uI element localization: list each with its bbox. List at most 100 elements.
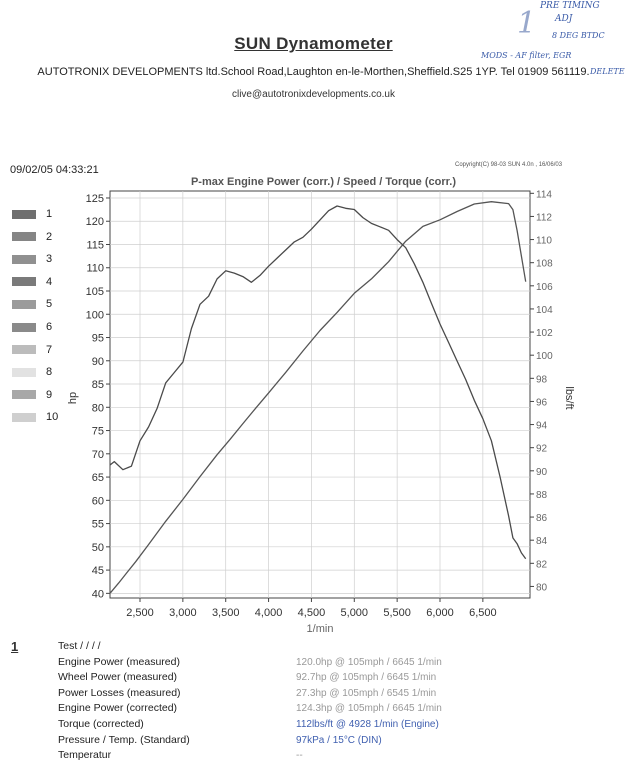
legend-item: 9 [12,389,52,401]
plot-frame [109,190,531,599]
y-tick-label: 115 [86,239,104,251]
x-tick-label: 4,000 [255,607,283,619]
y2-tick-label: 82 [536,559,548,570]
result-label: Test / / / / [58,640,101,652]
legend-item: 4 [12,276,52,288]
y-tick-label: 85 [92,379,104,391]
legend-label: 5 [46,298,53,311]
legend-label: 2 [46,230,53,243]
result-label: Power Losses (measured) [58,686,181,699]
y2-tick-label: 104 [536,305,553,316]
y-tick-label: 100 [86,309,104,321]
y-tick-label: 45 [92,565,104,577]
legend-swatch [12,367,36,377]
software-copyright: Copyright(C) 98-03 SUN 4.0n , 16/06/03 [455,162,563,168]
result-label: Temperatur [58,749,112,762]
y-tick-label: 120 [86,216,104,228]
legend-item: 5 [12,298,52,310]
result-label: Engine Power (corrected) [58,702,178,715]
dyno-chart: 40 45 50 55 60 65 70 75 80 85 90 95 100 105 110 115 120 1… [67,189,575,635]
y2-tick-label: 98 [536,374,548,385]
legend-label: 3 [46,253,53,266]
y-tick-label: 125 [86,193,104,205]
legend-swatch [12,345,36,355]
legend-item: 3 [12,253,52,265]
y2-tick-label: 110 [536,236,552,247]
handwritten-note-mods: MODS - AF filter, EGR [481,51,572,60]
page-title: SUN Dynamometer [234,34,393,53]
y2-tick-label: 88 [536,490,548,501]
result-label: Engine Power (measured) [58,655,180,668]
result-value: 27.3hp @ 105mph / 6545 1/min [296,687,437,699]
result-value: 124.3hp @ 105mph / 6645 1/min [296,703,442,715]
y-tick-label: 70 [92,449,104,461]
result-label: Wheel Power (measured) [58,671,178,684]
y2-tick-label: 102 [536,328,553,339]
y2-tick-label: 112 [536,212,552,223]
handwritten-note-timing: PRE TIMING [540,1,600,11]
handwritten-note-adj: ADJ [555,14,573,24]
y-tick-label: 80 [92,402,104,414]
handwritten-note-delete: DELETE [590,67,625,76]
result-value: 92.7hp @ 105mph / 6645 1/min [296,672,437,684]
legend-label: 1 [46,208,53,220]
legend-label: 9 [46,388,53,401]
legend-swatch [12,299,36,309]
x-tick-label: 5,500 [383,607,411,619]
y-tick-label: 40 [92,588,104,600]
y2-tick-label: 106 [536,282,553,293]
legend-item: 7 [12,344,52,356]
x-tick-label: 2,500 [126,607,154,619]
y2-tick-label: 108 [536,259,553,270]
x-tick-label: 4,500 [298,607,326,619]
legend-label: 8 [46,366,53,379]
y-tick-label: 75 [92,426,104,438]
report-datetime: 09/02/05 04:33:21 [10,164,99,176]
y-tick-label: 50 [92,542,104,554]
y2-tick-label: 100 [536,351,553,362]
result-value: 120.0hp @ 105mph / 6645 1/min [296,656,442,668]
result-label: Torque (corrected) [58,718,144,730]
y2-tick-label: 84 [536,536,548,547]
result-label: Pressure / Temp. (Standard) [58,733,190,746]
power-curve [109,201,527,594]
y-tick-label: 55 [92,519,104,531]
y2-tick-label: 96 [536,397,548,408]
x-tick-label: 3,500 [212,607,240,619]
legend-swatch [12,322,36,332]
x-tick-label: 3,000 [169,607,197,619]
y2-tick-label: 90 [536,467,548,478]
torque-curve [109,205,527,560]
x-tick-label: 5,000 [341,607,369,619]
company-address: AUTOTRONIX DEVELOPMENTS ltd.School Road,… [37,66,590,78]
legend-swatch [12,232,36,242]
chart-title: P-max Engine Power (corr.) / Speed / Tor… [190,176,457,188]
x-axis-label: 1/min [307,623,334,635]
y2-tick-label: 92 [536,444,548,455]
legend-swatch [12,277,36,287]
y-tick-label: 110 [86,263,104,275]
legend-swatch [12,254,36,264]
y2-tick-label: 80 [536,582,548,593]
y-tick-label: 105 [86,286,104,298]
legend-item: 1 [12,208,52,220]
legend-swatch [12,209,36,219]
x-tick-label: 6,500 [469,607,497,619]
x-tick-label: 6,000 [426,607,454,619]
result-value: 112lbs/ft @ 4928 1/min (Engine) [296,719,439,730]
y2-tick-label: 114 [536,189,552,200]
legend-item: 8 [12,366,52,378]
handwritten-note-degrees: 8 DEG BTDC [552,31,605,40]
y-tick-label: 60 [92,495,104,507]
y-axis-label: hp [67,392,79,404]
y-tick-label: 65 [92,472,104,484]
legend-label: 6 [46,321,53,333]
handwritten-run-number: 1 [517,6,537,41]
legend-item: 6 [12,321,52,333]
legend-swatch [12,390,36,400]
y-tick-label: 90 [92,356,104,368]
company-email: clive@autotronixdevelopments.co.uk [231,89,395,100]
y2-tick-label: 94 [536,421,548,432]
results-run-number: 1 [11,639,19,654]
y-tick-label: 95 [92,333,104,345]
